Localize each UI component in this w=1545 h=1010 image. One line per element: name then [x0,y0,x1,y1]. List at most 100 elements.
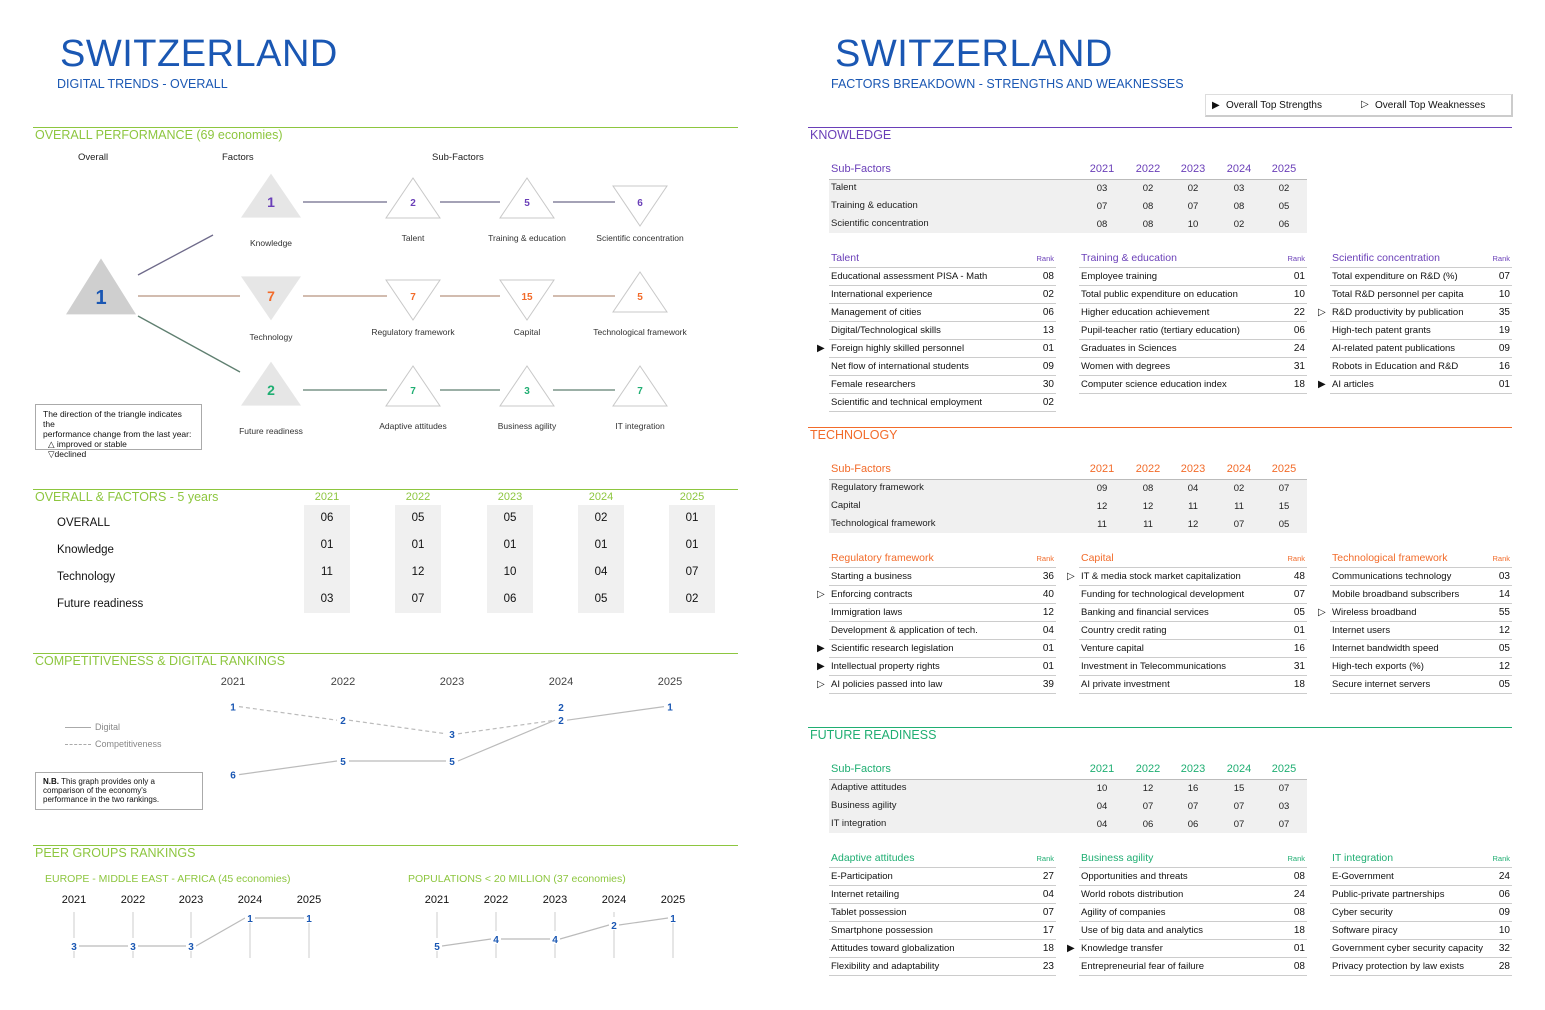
x-tick-label: 2025 [297,894,321,906]
year-header: 2023 [1180,163,1206,175]
criterion-name: E-Government [1332,871,1394,882]
x-tick-label: 2024 [549,676,573,688]
criterion-name: Internet bandwidth speed [1332,643,1439,654]
criterion-name: Foreign highly skilled personnel [831,343,965,354]
col-subfactors-label: Sub-Factors [432,152,484,163]
criterion-name: Privacy protection by law exists [1332,961,1464,972]
competitiveness-line-segment [348,719,447,735]
subfactor-rank: 07 [1233,819,1245,830]
criterion-row: Graduates in Sciences 24 [1079,340,1307,358]
criterion-row: High-tech patent grants 19 [1330,322,1512,340]
criterion-rank: 09 [1498,343,1510,354]
criterion-rank: 02 [1042,289,1054,300]
five-years-rank: 05 [411,512,425,524]
criterion-rank: 01 [1498,379,1510,390]
criterion-name: World robots distribution [1081,889,1184,900]
criterion-rank: 14 [1498,589,1510,600]
digital-point-label: 2 [558,716,564,727]
criterion-name: Wireless broadband [1332,607,1417,618]
rank-line-segment [195,917,246,947]
subfactor-rank: 08 [1096,219,1108,230]
year-header: 2022 [405,491,431,503]
criterion-name: Cyber security [1332,907,1393,918]
peer-groups-title: PEER GROUPS RANKINGS [35,846,196,860]
criterion-name: Communications technology [1332,571,1452,582]
factor-label: Knowledge [250,238,292,248]
criterion-row: Scientific research legislation 01 [829,640,1056,658]
overall-triangle-icon [66,258,136,315]
five-years-row-label: Knowledge [57,544,114,556]
criterion-row: Secure internet servers 05 [1330,676,1512,694]
right-page-title: SWITZERLAND [835,33,1113,75]
five-years-rank: 02 [685,593,699,605]
five-years-row-label: OVERALL [57,517,111,529]
label-bg [69,938,79,951]
five-years-rank: 01 [685,539,699,551]
criterion-row: Robots in Education and R&D 16 [1330,358,1512,376]
divider [33,489,738,490]
year-header: 2021 [1089,463,1115,475]
detail-title: Adaptive attitudes [831,852,915,864]
x-tick-label: 2024 [238,894,262,906]
subfactor-triangle-icon [385,365,441,407]
rank-label: Rank [1287,254,1305,263]
subfactor-rank: 07 [1278,819,1290,830]
note-text: comparison of the economy's [43,786,147,795]
year-header: 2024 [588,491,614,503]
criterion-row: Agility of companies 08 [1079,904,1307,922]
criterion-rank: 07 [1293,589,1305,600]
x-tick-label: 2023 [179,894,203,906]
label-bg [304,910,314,923]
legend-strengths: Overall Top Strengths [1226,100,1322,111]
criterion-rank: 23 [1042,961,1054,972]
criterion-rank: 03 [1498,571,1510,582]
section-title: FUTURE READINESS [810,728,937,742]
subfactor-name: Business agility [831,800,897,811]
year-column-bg [304,505,350,613]
subfactor-triangle-icon [385,279,441,321]
criterion-row: Digital/Technological skills 13 [829,322,1056,340]
subfactor-triangle-icon [612,271,668,313]
criterion-row: Educational assessment PISA - Math 08 [829,268,1056,286]
subfactor-rank: 5 [637,292,643,303]
year-header: 2025 [1271,463,1297,475]
criterion-name: Smartphone possession [831,925,933,936]
subfactor-label: Capital [514,327,541,337]
criterion-rank: 18 [1293,925,1305,936]
year-header: 2025 [679,491,705,503]
criterion-row: Foreign highly skilled personnel 01 [829,340,1056,358]
competitiveness-point-label: 2 [340,716,346,727]
criterion-rank: 04 [1042,625,1054,636]
note-bold: N.B. [43,777,59,786]
subfactor-rank: 15 [1278,501,1290,512]
year-header: 2025 [1271,163,1297,175]
label-bg [186,938,196,951]
strength-marker-icon: ▶ [1067,943,1075,954]
overall-rank: 1 [95,287,106,309]
subfactor-rank: 05 [1278,201,1290,212]
criterion-row: AI-related patent publications 09 [1330,340,1512,358]
criterion-row: World robots distribution 24 [1079,886,1307,904]
five-years-rank: 03 [320,593,334,605]
criterion-rank: 10 [1498,289,1510,300]
section-divider [808,127,1512,128]
criterion-name: Immigration laws [831,607,903,618]
criterion-row: R&D productivity by publication 35 [1330,304,1512,322]
criterion-rank: 32 [1498,943,1510,954]
criterion-row: Knowledge transfer 01 [1079,940,1307,958]
criterion-row: Entrepreneurial fear of failure 08 [1079,958,1307,976]
peer-rank-point: 4 [552,935,558,946]
subfactor-rank: 7 [410,386,416,397]
comp-digital-note: N.B. This graph provides only a comparis… [35,772,203,810]
label-bg [432,938,442,951]
digital-line-segment [457,719,556,762]
rank-label: Rank [1036,854,1054,863]
criterion-row: Tablet possession 07 [829,904,1056,922]
detail-title: Capital [1081,552,1114,564]
detail-title: Regulatory framework [831,552,934,564]
criterion-rank: 10 [1498,925,1510,936]
weakness-marker-icon: ▷ [817,589,825,600]
year-column-bg [487,505,533,613]
criterion-name: Internet users [1332,625,1391,636]
subfactor-rank: 12 [1096,501,1108,512]
